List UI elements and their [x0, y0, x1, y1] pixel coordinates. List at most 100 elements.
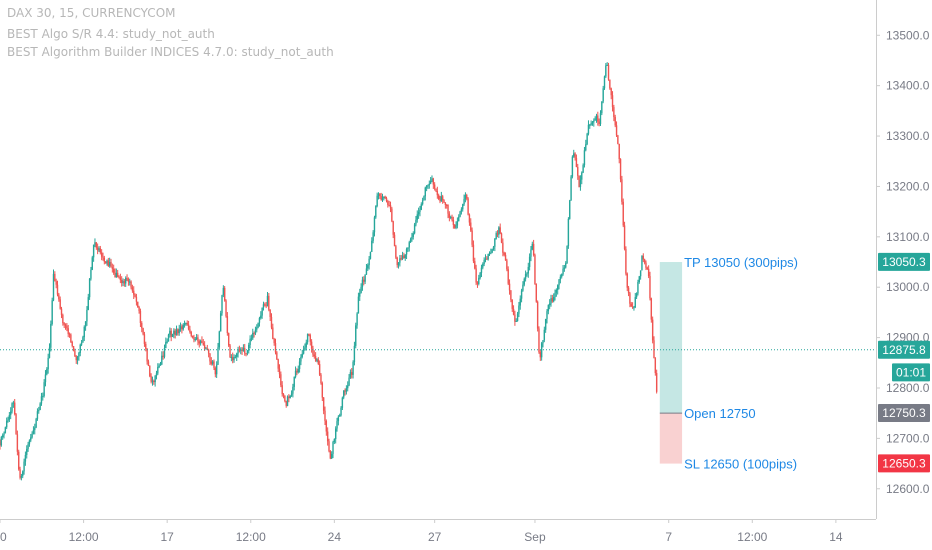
candle-up [515, 320, 517, 322]
candle-up [159, 364, 162, 366]
candle-down [67, 328, 69, 334]
candle-down [499, 227, 501, 234]
candle-down [187, 324, 190, 330]
candle-up [3, 433, 5, 436]
candle-down [143, 334, 146, 344]
candle-down [107, 260, 110, 266]
candle-up [24, 454, 27, 462]
candle-up [42, 395, 44, 397]
candle-down [325, 420, 328, 432]
candle-up [297, 369, 299, 373]
candle-up [482, 263, 484, 268]
candle-down [226, 316, 229, 334]
candle-up [526, 273, 528, 275]
candle-up [463, 199, 465, 205]
candle-up [569, 200, 571, 219]
candle-up [165, 341, 167, 349]
candle-up [589, 124, 591, 126]
candle-down [617, 135, 619, 144]
candle-up [294, 370, 297, 377]
candle-up [217, 347, 219, 365]
candle-down [467, 198, 469, 215]
candle-down [285, 401, 287, 406]
candle-up [167, 334, 170, 342]
candle-up [479, 272, 481, 278]
candle-up [570, 176, 572, 201]
candle-up [35, 418, 37, 428]
take-profit-label: TP 13050 (300pips) [684, 255, 798, 270]
candle-down [309, 335, 311, 342]
candle-down [623, 225, 626, 250]
candle-up [372, 232, 374, 241]
candle-down [392, 221, 394, 235]
candle-up [599, 113, 602, 124]
candle-down [618, 143, 620, 160]
candle-down [511, 299, 513, 309]
candle-up [230, 357, 233, 359]
candle-down [209, 353, 211, 362]
candle-up [30, 437, 32, 441]
candle-up [47, 357, 49, 370]
x-tick-label: 27 [428, 530, 442, 544]
price-badge-open [878, 404, 930, 423]
candle-up [376, 195, 378, 207]
candle-up [543, 329, 546, 341]
candle-up [266, 295, 269, 306]
price-badge-sl [878, 454, 930, 473]
candle-up [12, 402, 15, 404]
candle-down [432, 178, 435, 185]
candle-up [558, 279, 560, 286]
candle-up [348, 377, 350, 386]
candle-down [433, 184, 436, 189]
candle-up [409, 239, 412, 243]
candle-down [503, 252, 505, 255]
symbol-legend[interactable]: DAX 30, 15, CURRENCYCOM [7, 6, 176, 20]
candle-down [75, 356, 77, 361]
candle-up [252, 332, 254, 339]
candle-up [256, 327, 258, 330]
candle-down [264, 304, 266, 306]
candle-up [603, 76, 606, 89]
candle-down [116, 272, 119, 277]
candle-up [154, 375, 156, 383]
candle-down [202, 342, 204, 345]
candle-down [535, 284, 537, 302]
candle-up [316, 359, 318, 361]
candle-up [52, 273, 55, 301]
candle-down [500, 233, 503, 243]
candle-down [272, 327, 274, 339]
candle-down [314, 356, 317, 361]
candle-down [351, 372, 353, 375]
candle-down [225, 300, 227, 317]
candle-up [381, 198, 384, 200]
candle-up [415, 219, 417, 225]
candle-up [431, 178, 433, 181]
candle-up [530, 249, 532, 257]
candle-down [313, 354, 315, 357]
price-badge-label: 13050.3 [882, 255, 926, 269]
candle-down [62, 314, 64, 324]
indicator-legend-algo-sr[interactable]: BEST Algo S/R 4.4: study_not_auth [7, 27, 215, 41]
candle-down [112, 268, 115, 273]
indicator-legend-algo-builder[interactable]: BEST Algorithm Builder INDICES 4.7.0: st… [7, 45, 334, 59]
candle-up [98, 248, 100, 251]
candle-up [92, 244, 95, 258]
candle-down [277, 359, 279, 369]
candle-up [248, 344, 250, 351]
candle-down [74, 351, 76, 357]
candle-up [548, 303, 551, 306]
candle-down [284, 395, 286, 402]
candle-down [268, 295, 270, 310]
candle-up [157, 366, 159, 374]
candle-up [417, 212, 420, 215]
candle-up [397, 262, 400, 266]
candle-up [373, 217, 376, 233]
candle-down [512, 308, 515, 315]
candle-up [1, 435, 4, 438]
candle-up [219, 313, 222, 332]
candle-up [635, 293, 638, 298]
candle-up [425, 186, 428, 188]
candle-down [127, 278, 130, 282]
